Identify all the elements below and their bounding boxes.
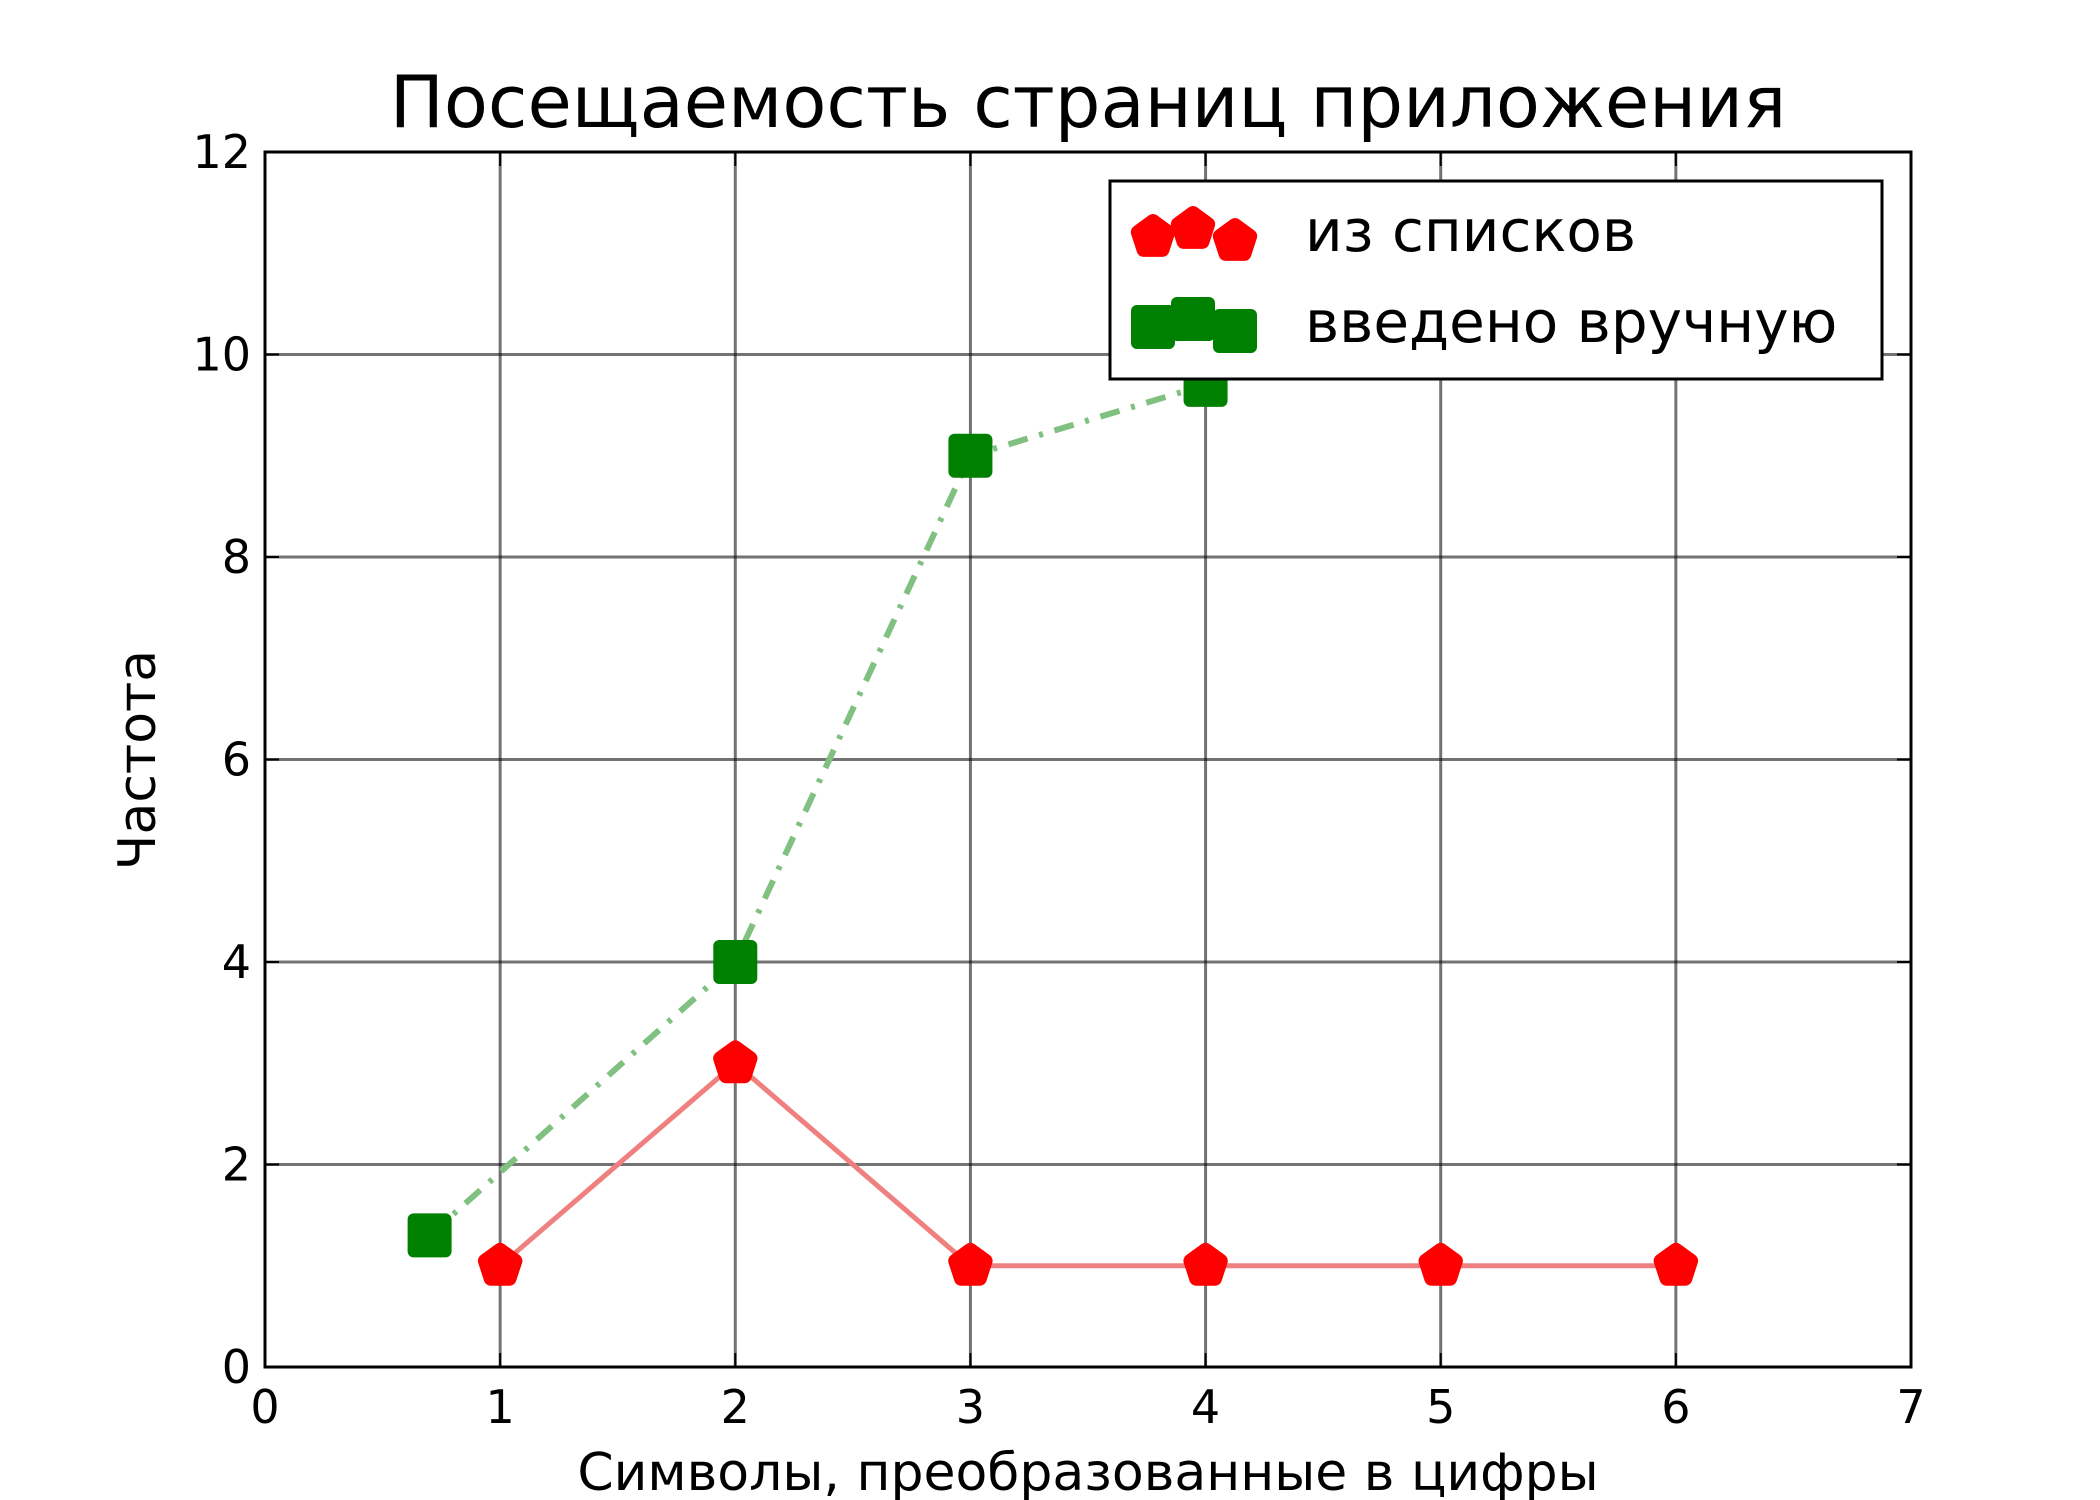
x-tick-label: 3 — [956, 1380, 985, 1434]
series-1-point — [1183, 1242, 1228, 1286]
legend-marker-series-2 — [1131, 305, 1175, 349]
x-tick-label: 0 — [250, 1380, 279, 1434]
x-axis-label: Символы, преобразованные в цифры — [577, 1443, 1598, 1500]
x-tick-label: 2 — [721, 1380, 750, 1434]
legend: из списков введено вручную — [1108, 179, 1884, 381]
y-tick-label: 0 — [222, 1340, 251, 1394]
y-tick-label: 12 — [192, 125, 251, 179]
y-axis-label: Частота — [108, 650, 168, 870]
legend-marker-series-1 — [1170, 206, 1216, 249]
legend-markers-series-1 — [1130, 206, 1258, 261]
legend-markers-series-2 — [1131, 297, 1257, 353]
y-tick-label: 6 — [222, 733, 251, 787]
series-1-point — [1653, 1242, 1699, 1286]
y-tick-label: 10 — [192, 328, 251, 382]
series-2 — [407, 362, 1228, 1258]
legend-marker-series-2 — [1171, 297, 1215, 341]
series-2-point — [407, 1213, 452, 1258]
series-1-point — [948, 1242, 993, 1286]
series-1-line — [498, 1060, 1676, 1269]
series-1-point — [1418, 1242, 1463, 1286]
series-2-point — [948, 433, 993, 478]
series-1 — [477, 1040, 1699, 1286]
legend-label-series-2: введено вручную — [1305, 288, 1837, 356]
x-tick-label: 7 — [1896, 1380, 1925, 1434]
tick-marks — [264, 151, 1912, 1368]
legend-marker-series-1 — [1212, 218, 1258, 261]
y-tick-label: 2 — [222, 1138, 251, 1192]
legend-label-series-1: из списков — [1305, 197, 1636, 265]
y-tick-label: 8 — [222, 530, 251, 584]
series-2-line — [427, 382, 1207, 1238]
series-1-point — [713, 1040, 758, 1084]
chart-title: Посещаемость страниц приложения — [390, 60, 1787, 144]
y-tick-label: 4 — [222, 935, 251, 989]
x-tick-label: 6 — [1661, 1380, 1690, 1434]
x-tick-label: 5 — [1426, 1380, 1455, 1434]
legend-marker-series-1 — [1130, 214, 1176, 257]
legend-marker-series-2 — [1213, 309, 1257, 353]
series-2-point — [713, 940, 758, 984]
x-tick-label: 4 — [1191, 1380, 1220, 1434]
x-tick-label: 1 — [486, 1380, 515, 1434]
series-1-point — [477, 1242, 523, 1286]
series-layer — [407, 362, 1699, 1286]
